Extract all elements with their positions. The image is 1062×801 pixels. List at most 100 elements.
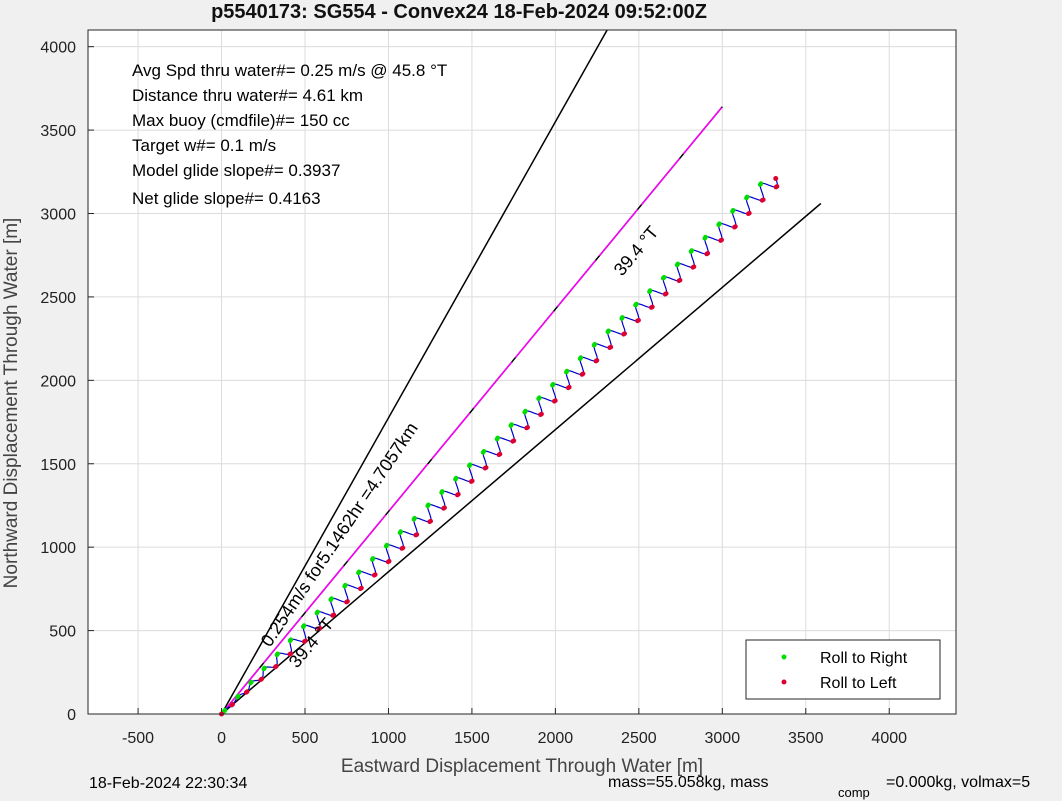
roll-right-marker [481,449,487,454]
roll-right-marker [537,395,542,401]
legend-label-roll-left: Roll to Left [820,675,897,692]
x-tick-label: 3500 [788,730,824,747]
legend-marker-roll-right [781,654,787,660]
roll-right-marker [412,515,417,521]
y-tick-label: 1000 [40,540,76,557]
roll-right-marker [717,221,722,226]
roll-right-marker [315,609,320,615]
roll-left-marker [705,251,711,256]
roll-right-marker [426,502,431,508]
grid [88,30,956,715]
x-tick-label: 4000 [871,730,907,747]
roll-right-marker [384,542,390,548]
y-tick-label: 4000 [40,40,76,57]
roll-right-marker [647,288,653,293]
roll-left-marker [373,572,378,577]
roll-right-marker [564,368,570,374]
stats-block: Avg Spd thru water#= 0.25 m/s @ 45.8 °T … [132,61,447,208]
y-tick-label: 3000 [40,207,76,224]
roll-right-marker [343,582,348,588]
x-axis-label: Eastward Displacement Through Water [m] [341,756,703,777]
stat-max-buoy: Max buoy (cmdfile)#= 150 cc [132,111,350,130]
roll-right-marker [758,181,764,186]
roll-left-marker [345,599,350,604]
roll-right-marker [356,569,362,575]
roll-left-marker [470,478,475,484]
roll-right-marker [620,315,625,320]
stat-target-w: Target w#= 0.1 m/s [132,136,276,155]
roll-left-marker [525,425,530,430]
roll-right-marker [606,328,611,334]
roll-left-marker [414,532,420,537]
roll-right-marker [398,529,404,534]
legend-label-roll-right: Roll to Right [820,650,908,667]
y-tick-label: 2500 [40,290,76,307]
roll-right-marker [634,301,639,307]
roll-right-marker [592,341,597,347]
roll-right-marker [703,234,708,240]
roll-left-marker [677,277,683,283]
x-tick-label: 1500 [454,730,490,747]
roll-right-marker [249,679,254,685]
stat-avg-speed: Avg Spd thru water#= 0.25 m/s @ 45.8 °T [132,61,447,80]
roll-left-marker [511,438,517,444]
stat-distance: Distance thru water#= 4.61 km [132,86,363,105]
roll-left-marker [359,585,364,591]
roll-right-marker [262,665,267,671]
roll-right-marker [370,556,376,561]
roll-right-marker [222,707,228,713]
roll-left-marker [539,411,544,417]
y-tick-label: 0 [67,707,76,724]
y-axis-label: Northward Displacement Through Water [m] [1,218,22,589]
roll-right-marker [275,651,281,657]
roll-left-marker [483,465,489,470]
legend-marker-roll-left [781,679,787,685]
roll-left-marker [608,344,614,350]
roll-left-marker [622,331,627,336]
roll-left-marker [456,492,461,497]
roll-left-marker [719,237,724,243]
roll-left-marker [733,224,738,229]
roll-right-marker [578,355,584,360]
roll-right-marker [509,422,514,427]
y-tick-label: 500 [49,624,76,641]
roll-left-marker [230,702,235,707]
roll-left-marker [274,664,279,669]
roll-left-marker [317,625,323,631]
roll-left-marker [244,689,250,694]
roll-right-marker [661,274,667,280]
roll-right-marker [235,693,241,699]
roll-left-marker [747,210,752,216]
roll-right-marker [550,382,556,387]
roll-right-marker [730,208,736,213]
roll-left-marker [774,184,780,189]
chart-title: p5540173: SG554 - Convex24 18-Feb-2024 0… [211,1,707,23]
x-tick-label: 2500 [621,730,657,747]
footer-timestamp: 18-Feb-2024 22:30:34 [89,775,247,792]
tick-labels: -500 0 500 1000 1500 2000 2500 3000 3500 4000 0 500… [40,40,907,747]
roll-left-marker [331,612,337,618]
roll-left-marker [497,451,503,457]
roll-left-marker [691,264,697,270]
plot-frame [87,29,957,715]
roll-left-marker [386,558,392,564]
x-tick-label: 1000 [371,730,407,747]
roll-right-marker [453,475,459,481]
roll-left-marker [259,676,265,682]
roll-right-marker [689,248,694,253]
roll-left-marker [636,318,641,323]
roll-right-marker [440,489,445,494]
footer-mass-comp: =0.000kg, volmax=5 [886,774,1030,791]
roll-right-marker [301,623,307,628]
net-heading-line-black [220,106,723,715]
roll-left-marker [288,651,294,656]
roll-left-marker [303,638,308,644]
roll-right-marker [288,637,294,642]
roll-left-marker [400,545,406,551]
roll-left-marker [594,358,600,363]
footer-mass: mass=55.058kg, mass [608,774,769,791]
roll-left-marker [664,291,669,296]
plot-area [88,30,956,714]
stat-model-glide: Model glide slope#= 0.3937 [132,161,340,180]
